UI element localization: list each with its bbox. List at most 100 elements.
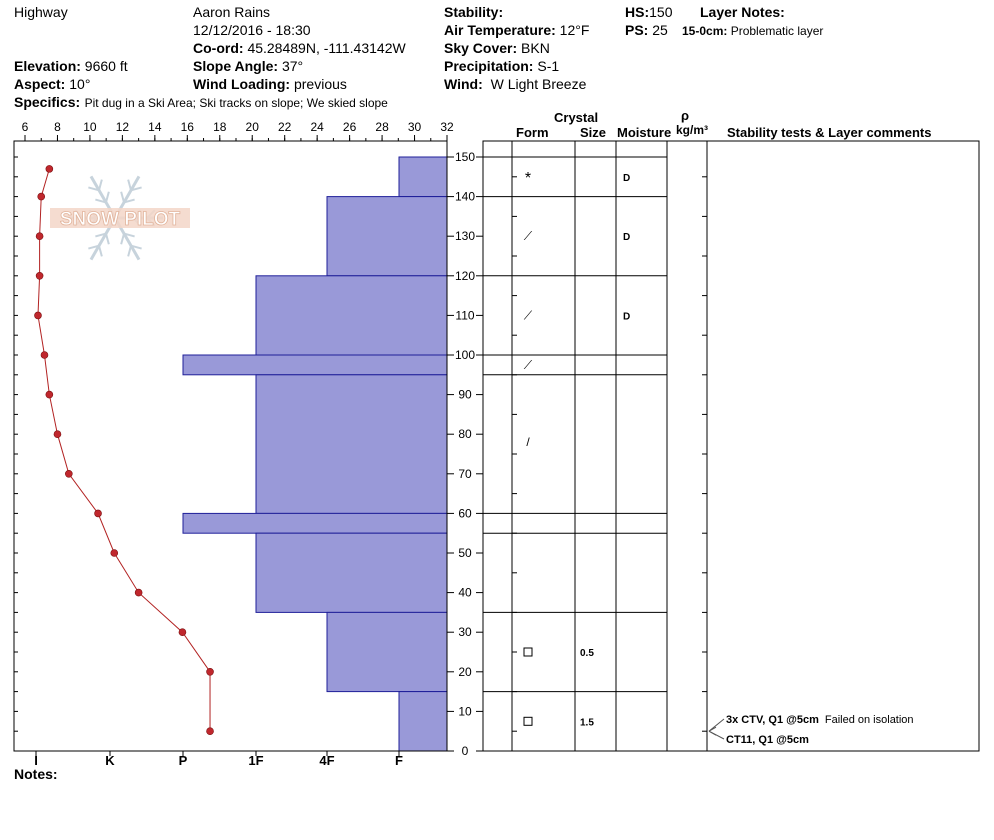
moisture-value: D (623, 232, 630, 243)
aspect-value: 10° (69, 76, 91, 92)
temperature-point (110, 549, 119, 557)
snowflake-branch (123, 198, 135, 204)
profile-plot-frame (13, 140, 448, 752)
temp-tick-label: 32 (440, 120, 454, 134)
height-tick-label: 60 (458, 506, 472, 520)
moisture-header: Moisture (617, 125, 672, 140)
temp-tick-label: 8 (54, 120, 61, 134)
form-header: Form (516, 125, 549, 140)
specifics-value: Pit dug in a Ski Area; Ski tracks on slo… (84, 96, 388, 110)
hardness-label: I (34, 753, 38, 768)
wind-loading-label: Wind Loading: (193, 76, 291, 92)
height-axis: 0 10 20 30 40 50 60 70 80 90 100 110 120 130 140 150 (447, 150, 483, 758)
temperature-point (45, 165, 54, 173)
temp-tick-label: 26 (343, 120, 357, 134)
notes-label: Notes: (14, 766, 58, 782)
snowflake-branch (123, 232, 135, 238)
sky-cover: Sky Cover: BKN (444, 41, 550, 55)
air-temperature: Air Temperature: 12°F (444, 23, 589, 37)
coord: Co-ord: 45.28489N, -111.43142W (193, 41, 406, 55)
size-header: Size (580, 125, 607, 140)
elevation: Elevation: 9660 ft (14, 59, 128, 73)
hardness-bar (182, 354, 448, 376)
temperature-point (40, 351, 49, 359)
temperature-axis: 6 8 10 12 14 16 18 20 22 24 26 28 30 32 (14, 120, 454, 752)
form-symbol (523, 647, 533, 657)
temperature-point (206, 667, 214, 676)
temp-tick-label: 24 (310, 120, 324, 134)
height-tick-label: 110 (455, 308, 474, 322)
logo-band (50, 208, 190, 228)
snowflake-branch (98, 245, 103, 257)
snowflake-branch (95, 198, 107, 204)
hardness-bar (398, 691, 448, 752)
temperature-point (134, 588, 143, 597)
temp-tick-label: 10 (83, 120, 97, 134)
aspect-label: Aspect: (14, 76, 66, 92)
precipitation: Precipitation: S-1 (444, 59, 559, 73)
coord-label: Co-ord: (193, 40, 244, 56)
temp-tick-label: 28 (375, 120, 389, 134)
snowflake-branch (98, 179, 103, 191)
temp-tick-label: 20 (246, 120, 260, 134)
specifics: Specifics: Pit dug in a Ski Area; Ski tr… (14, 95, 388, 111)
sky-cover-label: Sky Cover: (444, 40, 518, 56)
snowflake-branch (120, 191, 125, 203)
height-tick-label: 10 (458, 704, 472, 718)
temperature-point (94, 509, 102, 518)
form-symbol: ⟋ (524, 358, 533, 372)
height-tick-label: 140 (455, 190, 475, 204)
height-tick-label: 30 (458, 625, 472, 639)
form-symbol: * (525, 170, 531, 187)
height-tick-label: 100 (455, 348, 475, 362)
temperature-point (35, 271, 44, 280)
hardness-label: 1F (248, 753, 263, 768)
layer-notes-label: Layer Notes: (700, 4, 785, 20)
stability-test-note: Failed on isolation (825, 714, 914, 726)
wind-loading-value: previous (293, 76, 347, 92)
form-symbol: ⟋ (524, 308, 533, 322)
temp-tick-label: 6 (22, 120, 29, 134)
temp-tick-label: 30 (408, 120, 422, 134)
temperature-line (37, 168, 211, 732)
datetime: 12/12/2016 - 18:30 (193, 22, 311, 38)
slope-value: 37° (281, 58, 304, 74)
snowflake-branch (130, 244, 142, 250)
layer-note-text: Problematic layer (730, 24, 824, 38)
wind-loading: Wind Loading: previous (193, 77, 347, 91)
hardness-bar (398, 156, 448, 198)
stability-test-code: 3x CTV, Q1 @5cm (726, 714, 819, 726)
temperature-point (65, 469, 73, 478)
height-tick-label: 130 (455, 229, 475, 243)
hardness-bar (326, 196, 448, 277)
layer-table (482, 140, 980, 752)
slope-angle: Slope Angle: 37° (193, 59, 303, 73)
wind-value: W Light Breeze (490, 76, 587, 92)
plot-border (13, 140, 448, 752)
slope-label: Slope Angle: (193, 58, 279, 74)
temperature-profile (34, 165, 214, 736)
wind: Wind: W Light Breeze (444, 77, 586, 91)
snowflake-branch (130, 186, 142, 192)
height-tick-label: 40 (458, 586, 472, 600)
air-temp-label: Air Temperature: (444, 22, 556, 38)
snowflake-branch (88, 186, 100, 192)
temperature-point (35, 232, 44, 240)
temp-tick-label: 18 (213, 120, 227, 134)
temperature-point (45, 390, 54, 399)
stability-label: Stability: (444, 4, 504, 20)
stability-test-entry: CT11, Q1 @5cm (726, 734, 809, 746)
stability-tests: 3x CTV, Q1 @5cm Failed on isolation CT11, … (708, 714, 914, 746)
form-symbol (523, 716, 533, 726)
sky-cover-value: BKN (521, 40, 550, 56)
hardness-label: K (105, 753, 115, 768)
ps: PS: 25 (625, 23, 668, 37)
observer: Aaron Rains (193, 4, 271, 20)
elevation-label: Elevation: (14, 58, 81, 74)
hardness-bar (255, 532, 448, 613)
height-tick-label: 150 (455, 150, 475, 164)
stability-arrowhead (708, 726, 717, 736)
moisture-value: D (623, 311, 630, 322)
stability-test-code: CT11, Q1 @5cm (726, 734, 809, 746)
layer-rows: * D ⟋ D ⟋ D ⟋ / 0.5 1.5 (523, 170, 630, 728)
